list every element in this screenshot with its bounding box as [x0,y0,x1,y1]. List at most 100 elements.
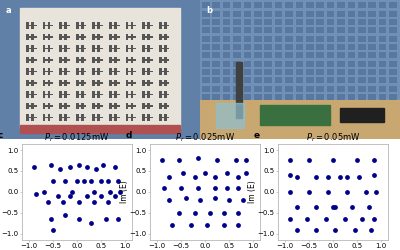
Bar [244,28,251,33]
Bar [126,25,136,26]
Bar [142,94,153,95]
Bar [159,60,170,61]
Bar [109,25,120,26]
Bar [48,114,50,121]
Bar [368,52,376,58]
Bar [164,80,167,86]
Bar [20,8,180,128]
Point [88,180,94,184]
Point [48,163,54,167]
Bar [327,94,334,100]
Point [337,175,343,179]
Point [107,190,114,194]
Bar [316,94,324,100]
Bar [233,78,241,83]
Bar [114,80,117,86]
Point [325,190,332,194]
Bar [48,22,50,28]
Bar [285,61,293,66]
Bar [98,68,100,75]
Bar [316,11,324,17]
Bar [202,44,210,50]
Bar [275,61,282,66]
Bar [43,22,46,28]
Bar [31,57,34,63]
Bar [296,44,303,50]
Bar [223,44,230,50]
Bar [48,34,50,40]
Bar [64,22,67,28]
Bar [389,86,397,91]
Point [366,204,372,208]
Bar [59,80,62,86]
Bar [126,36,136,38]
Bar [379,11,386,17]
Point [332,228,338,232]
Bar [264,19,272,25]
Y-axis label: Im (E): Im (E) [0,180,2,203]
Bar [59,82,70,84]
Point [166,175,172,179]
Bar [358,94,366,100]
Bar [202,19,210,25]
Bar [348,19,355,25]
Point [294,228,300,232]
Bar [26,80,29,86]
Bar [98,45,100,52]
Bar [233,61,241,66]
Bar [389,36,397,42]
Bar [43,48,53,49]
Bar [43,114,46,121]
Point [242,158,249,162]
Bar [20,125,180,133]
Bar [43,117,53,118]
Bar [368,94,376,100]
Bar [202,69,210,75]
Point [114,217,121,221]
Bar [114,68,117,75]
Bar [159,34,162,40]
Bar [316,69,324,75]
Bar [92,25,103,26]
Bar [31,22,34,28]
Bar [368,28,376,33]
Bar [114,22,117,28]
Bar [147,57,150,63]
Bar [264,2,272,8]
Bar [389,19,397,25]
Y-axis label: Im (E): Im (E) [120,180,130,203]
Bar [306,94,314,100]
Bar [306,44,314,50]
Bar [130,80,134,86]
Bar [233,11,241,17]
Bar [26,92,29,98]
Bar [264,52,272,58]
Point [98,194,104,198]
Bar [348,28,355,33]
Point [76,163,82,167]
Bar [31,80,34,86]
Bar [92,34,95,40]
Bar [126,57,128,63]
Bar [109,80,112,86]
Bar [254,52,262,58]
Bar [142,22,145,28]
Bar [81,34,84,40]
Point [370,217,377,221]
Bar [64,92,67,98]
Bar [223,11,230,17]
Point [117,190,123,194]
Bar [76,45,78,52]
Bar [92,68,95,75]
Bar [285,52,293,58]
Bar [43,45,46,52]
Point [235,211,242,215]
Point [354,158,360,162]
Bar [81,45,84,52]
Bar [348,44,355,50]
Point [235,223,242,227]
Bar [348,86,355,91]
Bar [147,22,150,28]
Bar [212,28,220,33]
Bar [130,114,134,121]
